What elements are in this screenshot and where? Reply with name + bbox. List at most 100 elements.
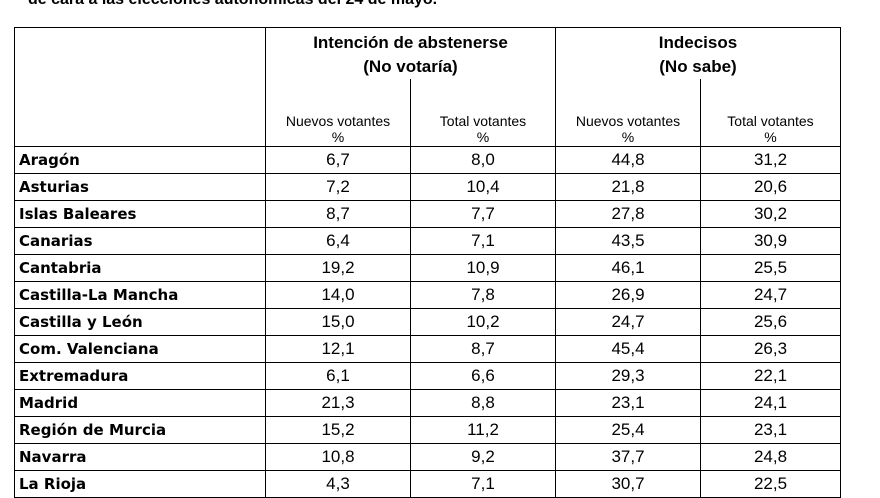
group-line: Indecisos: [658, 33, 738, 52]
value-cell: 11,2: [410, 415, 556, 444]
value-cell: 12,1: [265, 334, 411, 363]
region-cell: Navarra: [14, 442, 266, 471]
region-cell: Castilla y León: [14, 307, 266, 336]
value-cell: 45,4: [555, 334, 701, 363]
value-cell: 37,7: [555, 442, 701, 471]
value-cell: 23,1: [555, 388, 701, 417]
table-row: Com. Valenciana 12,1 8,7 45,4 26,3: [14, 334, 841, 363]
value-cell: 22,1: [700, 361, 841, 390]
region-cell: La Rioja: [14, 469, 266, 498]
group-header: Indecisos (No sabe): [555, 27, 841, 79]
subheader-unit: %: [331, 128, 345, 145]
value-cell: 24,7: [700, 280, 841, 309]
region-cell: Asturias: [14, 172, 266, 201]
value-cell: 43,5: [555, 226, 701, 255]
region-cell: Extremadura: [14, 361, 266, 390]
value-cell: 8,8: [410, 388, 556, 417]
value-cell: 14,0: [265, 280, 411, 309]
table-row: Madrid 21,3 8,8 23,1 24,1: [14, 388, 841, 417]
value-cell: 6,6: [410, 361, 556, 390]
value-cell: 7,2: [265, 172, 411, 201]
region-cell: Madrid: [14, 388, 266, 417]
value-cell: 44,8: [555, 145, 701, 174]
region-cell: Islas Baleares: [14, 199, 266, 228]
subheader-cell: Total votantes%: [700, 79, 841, 147]
value-cell: 22,5: [700, 469, 841, 498]
table-row: Islas Baleares 8,7 7,7 27,8 30,2: [14, 199, 841, 228]
value-cell: 21,3: [265, 388, 411, 417]
value-cell: 29,3: [555, 361, 701, 390]
value-cell: 25,5: [700, 253, 841, 282]
value-cell: 6,4: [265, 226, 411, 255]
value-cell: 46,1: [555, 253, 701, 282]
table-row: Canarias 6,4 7,1 43,5 30,9: [14, 226, 841, 255]
table-row: Asturias 7,2 10,4 21,8 20,6: [14, 172, 841, 201]
value-cell: 8,0: [410, 145, 556, 174]
subheader-cell: Nuevos votantes%: [555, 79, 701, 147]
value-cell: 7,1: [410, 226, 556, 255]
value-cell: 8,7: [265, 199, 411, 228]
subheader-unit: %: [476, 128, 490, 145]
value-cell: 7,8: [410, 280, 556, 309]
subheader-unit: %: [621, 128, 635, 145]
table-row: Castilla-La Mancha 14,0 7,8 26,9 24,7: [14, 280, 841, 309]
subheader-label: Nuevos votantes: [285, 112, 391, 129]
region-cell: Cantabria: [14, 253, 266, 282]
value-cell: 9,2: [410, 442, 556, 471]
value-cell: 10,9: [410, 253, 556, 282]
subheader-cell: Nuevos votantes%: [265, 79, 411, 147]
value-cell: 19,2: [265, 253, 411, 282]
table-row: Navarra 10,8 9,2 37,7 24,8: [14, 442, 841, 471]
value-cell: 26,3: [700, 334, 841, 363]
region-cell: Castilla-La Mancha: [14, 280, 266, 309]
value-cell: 31,2: [700, 145, 841, 174]
value-cell: 10,8: [265, 442, 411, 471]
region-cell: Com. Valenciana: [14, 334, 266, 363]
value-cell: 21,8: [555, 172, 701, 201]
value-cell: 24,7: [555, 307, 701, 336]
table-row: La Rioja 4,3 7,1 30,7 22,5: [14, 469, 841, 498]
value-cell: 4,3: [265, 469, 411, 498]
table-row: Región de Murcia 15,2 11,2 25,4 23,1: [14, 415, 841, 444]
subheader-label: Total votantes: [439, 112, 527, 129]
table-row: Aragón 6,7 8,0 44,8 31,2: [14, 145, 841, 174]
subheader-label: Nuevos votantes: [575, 112, 681, 129]
group-line: (No votaría): [363, 57, 458, 76]
title: de cara a las elecciones autonómicas del…: [28, 0, 437, 9]
value-cell: 27,8: [555, 199, 701, 228]
value-cell: 23,1: [700, 415, 841, 444]
region-cell: Región de Murcia: [14, 415, 266, 444]
value-cell: 7,1: [410, 469, 556, 498]
table-row: Castilla y León 15,0 10,2 24,7 25,6: [14, 307, 841, 336]
value-cell: 10,2: [410, 307, 556, 336]
value-cell: 25,6: [700, 307, 841, 336]
value-cell: 26,9: [555, 280, 701, 309]
value-cell: 24,8: [700, 442, 841, 471]
value-cell: 30,2: [700, 199, 841, 228]
value-cell: 15,2: [265, 415, 411, 444]
value-cell: 15,0: [265, 307, 411, 336]
group-line: (No sabe): [659, 57, 737, 76]
table: Intención de abstenerse (No votaría) Inde…: [14, 27, 841, 498]
group-line: Intención de abstenerse: [313, 33, 508, 52]
value-cell: 30,9: [700, 226, 841, 255]
value-cell: 6,1: [265, 361, 411, 390]
value-cell: 25,4: [555, 415, 701, 444]
value-cell: 6,7: [265, 145, 411, 174]
region-cell: Aragón: [14, 145, 266, 174]
subheader-label: Total votantes: [727, 112, 814, 129]
subheader-cell: Total votantes%: [410, 79, 556, 147]
table-row: Cantabria 19,2 10,9 46,1 25,5: [14, 253, 841, 282]
group-header: Intención de abstenerse (No votaría): [265, 27, 556, 79]
subheader-unit: %: [764, 128, 777, 145]
value-cell: 10,4: [410, 172, 556, 201]
value-cell: 30,7: [555, 469, 701, 498]
value-cell: 24,1: [700, 388, 841, 417]
region-cell: Canarias: [14, 226, 266, 255]
corner-cell: [14, 27, 266, 147]
table-row: Extremadura 6,1 6,6 29,3 22,1: [14, 361, 841, 390]
value-cell: 8,7: [410, 334, 556, 363]
value-cell: 20,6: [700, 172, 841, 201]
value-cell: 7,7: [410, 199, 556, 228]
